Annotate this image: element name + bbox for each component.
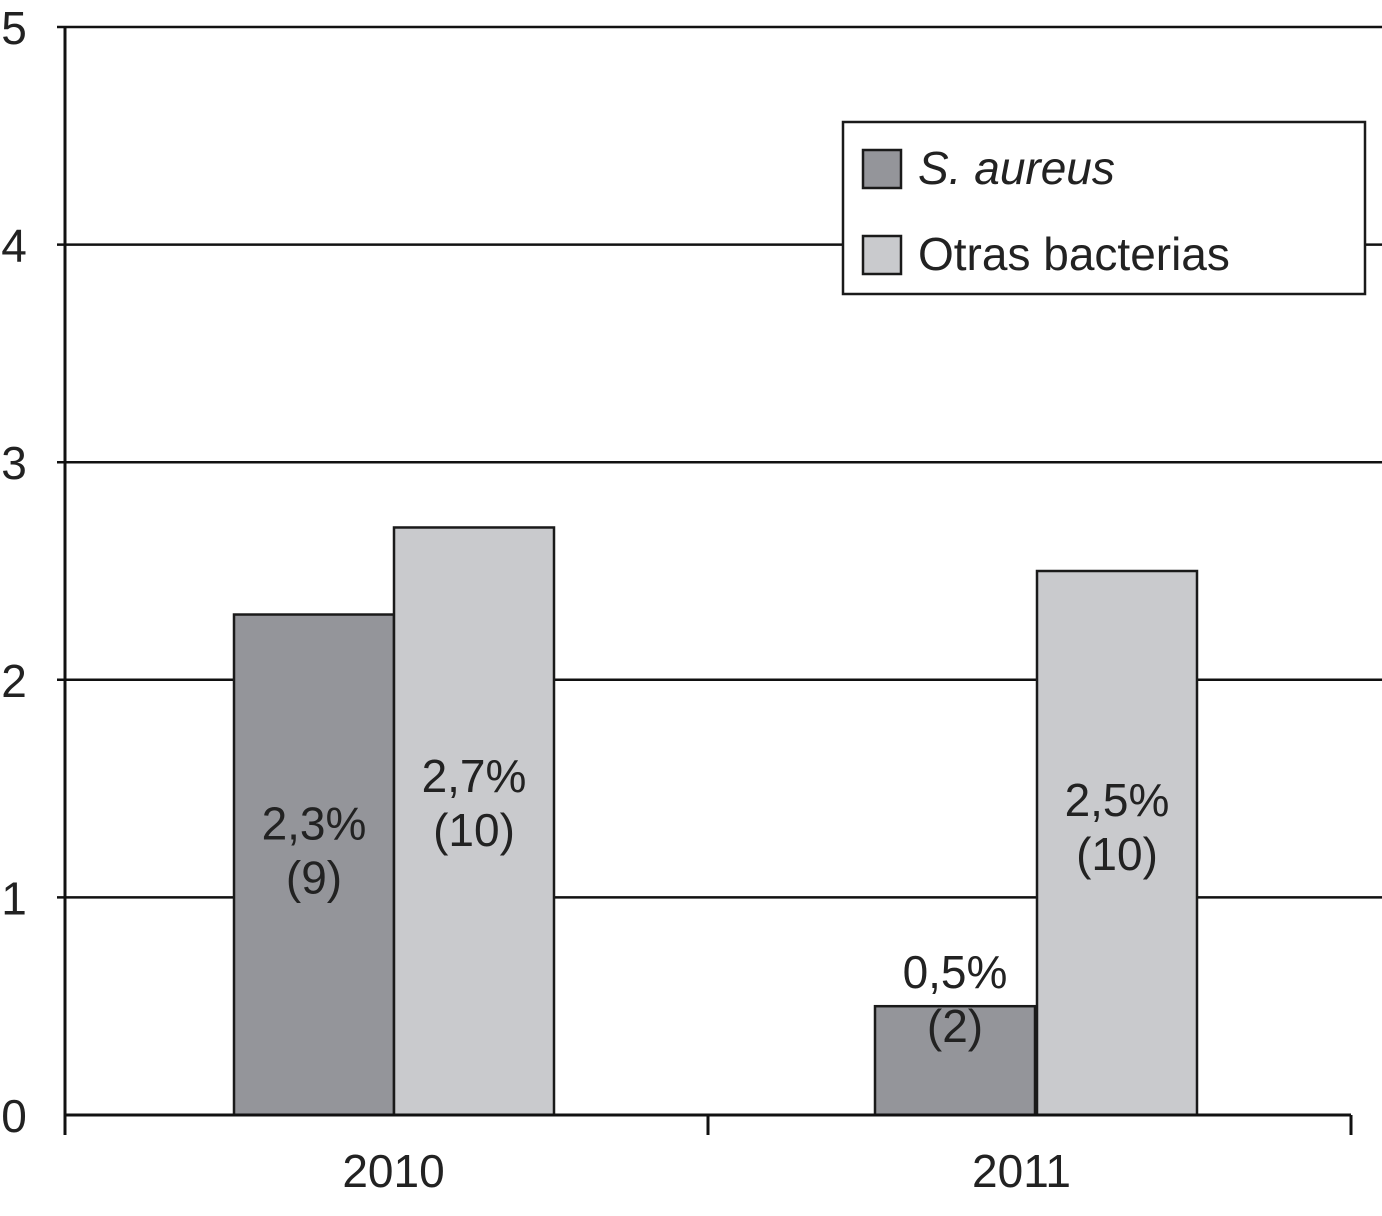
y-tick-label-0: 0 (1, 1090, 27, 1142)
axes: 0 1 2 3 4 5 2010 2011 (1, 2, 1353, 1197)
x-tick-label-2010: 2010 (342, 1145, 444, 1197)
data-label-percent-1-1: 2,5% (1065, 774, 1170, 826)
data-label-percent-1-0: 2,7% (422, 750, 527, 802)
data-label-count-0-1: (2) (927, 1000, 983, 1052)
bar-otras-bacterias-2011 (1035, 569, 1199, 1117)
bar-otras-bacterias-2010 (392, 526, 556, 1117)
legend-label-otras-bacterias: Otras bacterias (918, 228, 1230, 280)
y-tick-label-4: 4 (1, 220, 27, 272)
data-label-percent-0-1: 0,5% (903, 946, 1008, 998)
legend-swatch-s-aureus (861, 148, 903, 190)
legend-swatch-otras-bacterias (861, 234, 903, 276)
data-label-count-1-0: (10) (433, 804, 515, 856)
data-label-count-1-1: (10) (1076, 828, 1158, 880)
bars (232, 526, 1199, 1117)
legend-box (841, 120, 1367, 296)
data-label-count-0-0: (9) (286, 852, 342, 904)
legend: S. aureus Otras bacterias (841, 120, 1367, 296)
data-labels: 2,3%(9)0,5%(2)2,7%(10)2,5%(10) (262, 750, 1170, 1052)
y-tick-label-3: 3 (1, 437, 27, 489)
legend-label-s-aureus: S. aureus (918, 142, 1115, 194)
y-tick-label-2: 2 (1, 655, 27, 707)
x-tick-label-2011: 2011 (972, 1145, 1071, 1197)
bar-s-aureus-2010 (232, 613, 396, 1117)
y-tick-label-1: 1 (1, 872, 27, 924)
data-label-percent-0-0: 2,3% (262, 798, 367, 850)
y-tick-label-5: 5 (1, 2, 27, 54)
